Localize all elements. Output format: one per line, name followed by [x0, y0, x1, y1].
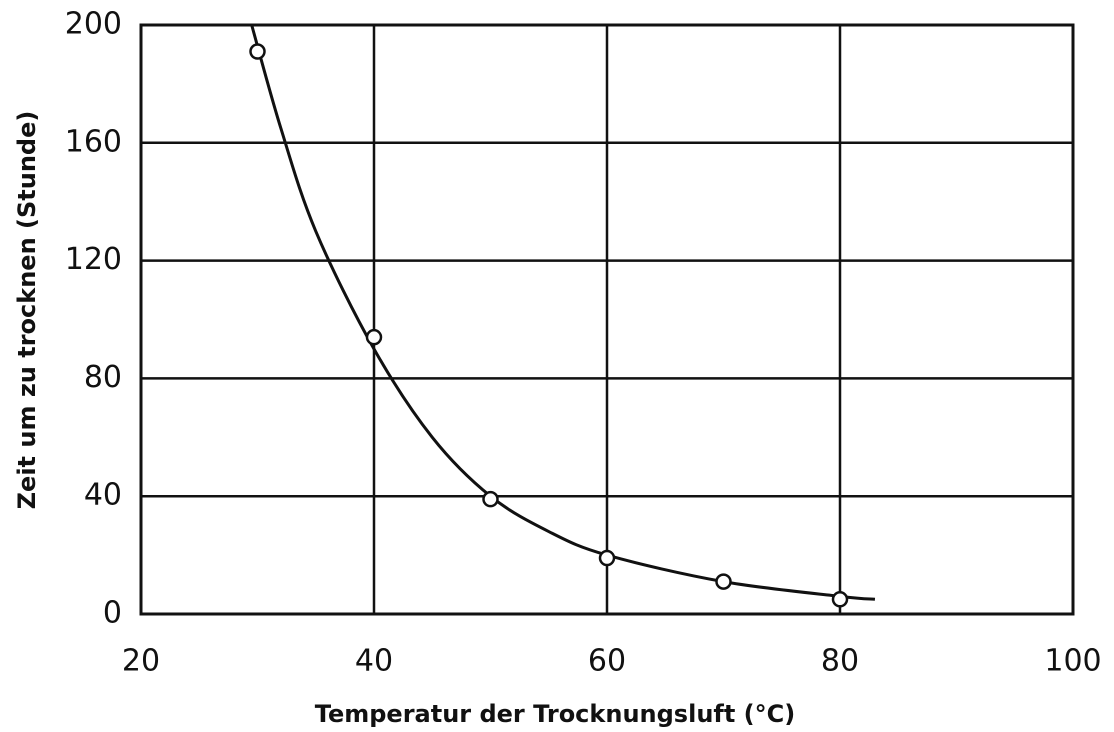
x-tick-label: 80: [821, 644, 859, 679]
y-tick-label: 160: [65, 124, 122, 159]
x-tick-label: 60: [588, 644, 626, 679]
x-tick-label: 20: [122, 644, 160, 679]
data-point: [598, 549, 616, 567]
data-point: [715, 573, 732, 590]
data-point: [831, 591, 849, 608]
x-axis-label: Temperatur der Trocknungsluft (°C): [315, 700, 795, 728]
y-tick-label: 80: [84, 360, 122, 395]
x-tick-label: 100: [1044, 644, 1101, 679]
data-point: [249, 43, 266, 60]
data-point: [365, 328, 383, 346]
x-tick-label: 40: [355, 644, 393, 679]
y-axis-label: Zeit um zu trocknen (Stunde): [13, 111, 41, 510]
fit-curve: [250, 24, 876, 601]
y-tick-label: 200: [65, 7, 122, 42]
data-point: [482, 490, 499, 508]
y-tick-label: 0: [103, 596, 122, 631]
y-tick-label: 120: [65, 242, 122, 277]
y-tick-label: 40: [84, 478, 122, 513]
